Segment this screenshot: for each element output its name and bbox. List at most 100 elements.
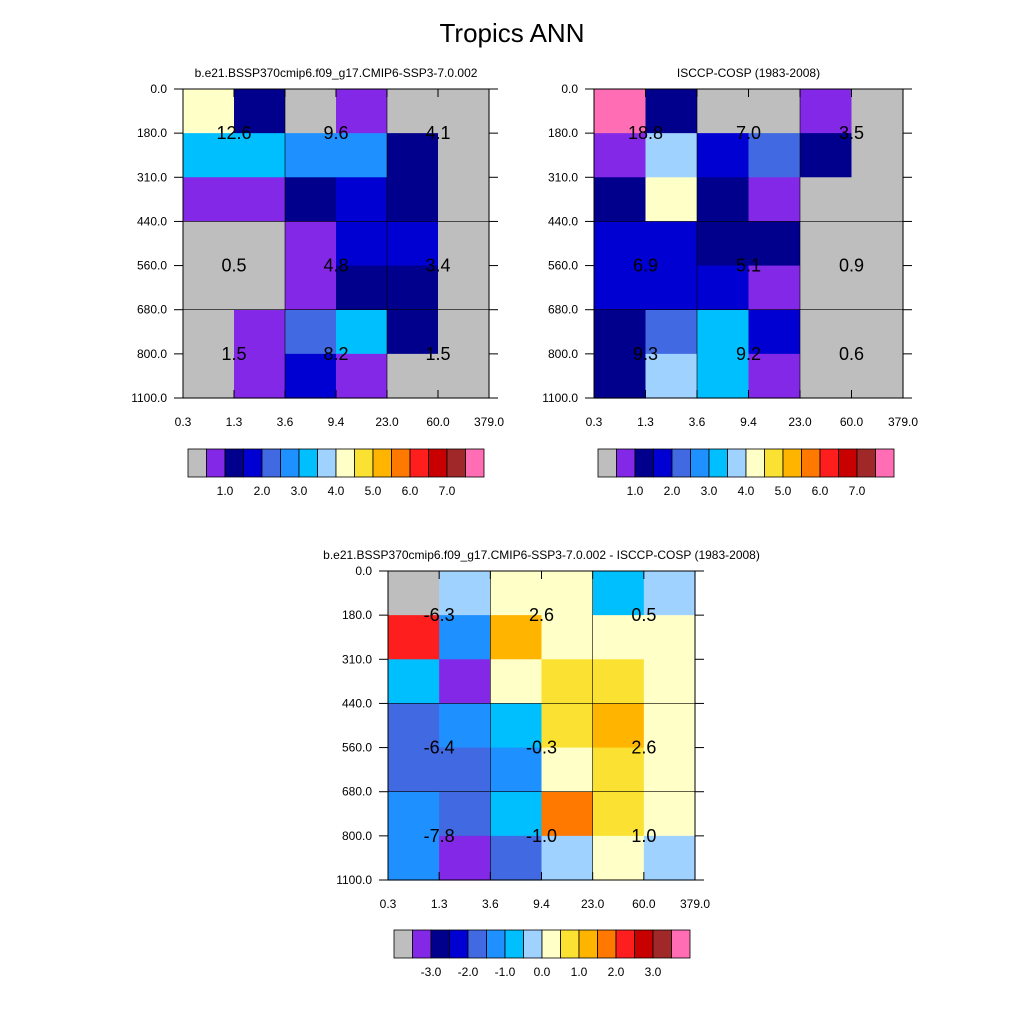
heatmap-cell: [234, 177, 286, 223]
cell-annotations: -6.3 2.6 0.5 -6.4 -0.3 2.6 -7.8 -1.0 1.0: [424, 605, 657, 846]
panel-title: b.e21.BSSP370cmip6.f09_g17.CMIP6-SSP3-7.…: [323, 548, 760, 562]
colorbar-swatch: [409, 448, 429, 478]
colorbar-label: 7.0: [849, 484, 866, 498]
heatmap-cell: [697, 265, 750, 311]
heatmap-cell: [594, 353, 647, 399]
heatmap-cell: [438, 309, 490, 355]
heatmap-cell: [336, 89, 388, 134]
colorbar-label: 3.0: [701, 484, 718, 498]
x-tick-label: 0.3: [586, 415, 603, 429]
heatmap-cell: [336, 221, 388, 267]
heatmap-cells: [183, 89, 490, 399]
colorbar: -3.0 -2.0 -1.0 0.0 1.0 2.0 3.0: [393, 929, 691, 979]
heatmap-cell: [592, 835, 645, 881]
heatmap-cell: [439, 659, 491, 705]
colorbar-label: 4.0: [328, 484, 345, 498]
y-tick-label: 1100.0: [131, 391, 167, 405]
heatmap-cell: [490, 615, 543, 660]
colorbar-label: -2.0: [458, 965, 479, 979]
heatmap-cell: [645, 353, 698, 399]
y-tick-label: 310.0: [137, 170, 167, 184]
heatmap-cell: [388, 659, 440, 705]
cell-value-label: 7.0: [736, 123, 761, 143]
y-tick-label: 800.0: [548, 347, 578, 361]
cell-value-label: -6.4: [424, 738, 455, 758]
heatmap-cell: [643, 791, 696, 837]
colorbar-swatch: [298, 448, 318, 478]
cell-value-label: 0.6: [839, 344, 864, 364]
colorbar-swatch: [745, 448, 765, 478]
heatmap-cell: [438, 177, 490, 223]
colorbar-swatch: [465, 448, 485, 478]
colorbar-swatch: [317, 448, 337, 478]
heatmap-cell: [285, 309, 337, 355]
heatmap-cell: [645, 309, 698, 355]
heatmap-cell: [388, 791, 440, 837]
colorbar-label: 2.0: [254, 484, 271, 498]
x-tick-label: 9.4: [533, 897, 550, 911]
colorbar-swatch: [243, 448, 263, 478]
y-tick-label: 0.0: [150, 82, 167, 96]
heatmap-cell: [541, 791, 594, 837]
panel-title: ISCCP-COSP (1983-2008): [677, 66, 820, 80]
heatmap-cell: [851, 265, 904, 311]
colorbar-label: 1.0: [627, 484, 644, 498]
heatmap-cell: [285, 221, 337, 267]
grid-lines: [388, 571, 695, 880]
colorbar-label: 0.0: [534, 965, 551, 979]
heatmap-cell: [439, 835, 491, 881]
colorbar-swatch: [652, 929, 672, 959]
heatmap-cell: [541, 615, 594, 660]
figure-title: Tropics ANN: [440, 18, 585, 48]
colorbar-swatch: [261, 448, 281, 478]
heatmap-cell: [387, 133, 439, 178]
y-tick-label: 180.0: [548, 126, 578, 140]
y-tick-label: 0.0: [561, 82, 578, 96]
colorbar-swatch: [838, 448, 858, 478]
y-axis: 0.0 180.0 310.0 440.0 560.0 680.0 800.0 1100.0: [542, 82, 912, 405]
colorbar-label: 1.0: [217, 484, 234, 498]
heatmap-cell: [234, 89, 286, 134]
heatmap-cell: [851, 133, 904, 178]
heatmap-cell: [594, 177, 647, 223]
y-tick-label: 180.0: [342, 608, 372, 622]
heatmap-cell: [851, 89, 904, 134]
colorbar-swatch: [819, 448, 839, 478]
cell-value-label: -1.0: [526, 826, 557, 846]
heatmap-cell: [697, 221, 750, 267]
heatmap-cell: [387, 177, 439, 223]
x-tick-label: 60.0: [632, 897, 656, 911]
heatmap-cell: [439, 703, 491, 749]
heatmap-cell: [643, 835, 696, 881]
panels: b.e21.BSSP370cmip6.f09_g17.CMIP6-SSP3-7.…: [131, 66, 918, 979]
heatmap-cell: [438, 133, 490, 178]
y-tick-label: 560.0: [137, 259, 167, 273]
heatmap-cell: [800, 265, 853, 311]
x-tick-label: 379.0: [888, 415, 918, 429]
heatmap-cell: [387, 221, 439, 267]
colorbar-label: -3.0: [421, 965, 442, 979]
heatmap-cell: [748, 89, 801, 134]
heatmap-panel-2: ISCCP-COSP (1983-2008) 0.3 1.3 3.6 9.4 23.0 60…: [542, 66, 918, 498]
colorbar-swatch: [393, 929, 413, 959]
colorbar-swatch: [412, 929, 432, 959]
colorbar-swatch: [597, 448, 617, 478]
colorbar-swatch: [430, 929, 450, 959]
heatmap-cell: [387, 353, 439, 399]
heatmap-cell: [697, 309, 750, 355]
heatmap-cell: [643, 747, 696, 793]
colorbar-swatch: [187, 448, 207, 478]
x-tick-label: 1.3: [637, 415, 654, 429]
y-tick-label: 440.0: [548, 214, 578, 228]
colorbar-label: 6.0: [812, 484, 829, 498]
x-tick-label: 60.0: [840, 415, 864, 429]
y-tick-label: 310.0: [342, 652, 372, 666]
colorbar-label: 2.0: [664, 484, 681, 498]
colorbar-swatch: [875, 448, 895, 478]
heatmap-cell: [592, 791, 645, 837]
colorbar-swatch: [486, 929, 506, 959]
heatmap-cell: [387, 89, 439, 134]
colorbar-swatch: [467, 929, 487, 959]
colorbar-label: 7.0: [439, 484, 456, 498]
heatmap-cell: [285, 265, 337, 311]
